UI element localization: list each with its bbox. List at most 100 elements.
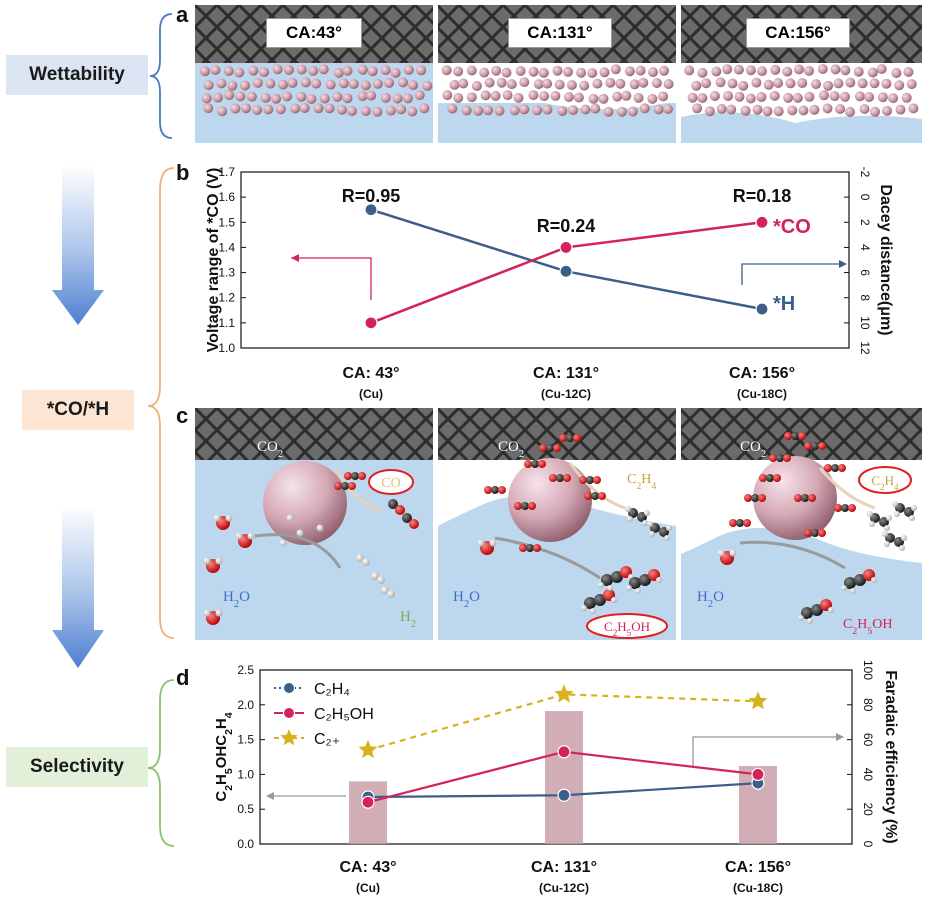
cu-particle bbox=[647, 93, 658, 104]
atom bbox=[279, 539, 287, 547]
atom bbox=[811, 529, 819, 537]
contact-angle-box-1: CA:43° bbox=[266, 18, 362, 48]
atom bbox=[538, 460, 546, 468]
atom bbox=[607, 585, 613, 591]
cu-particle bbox=[663, 104, 673, 114]
cu-particle bbox=[419, 103, 430, 114]
cu-particle bbox=[757, 66, 767, 77]
h-axis-indicator bbox=[741, 263, 839, 285]
atom bbox=[225, 514, 233, 522]
co-series-point bbox=[755, 215, 769, 229]
atom bbox=[854, 574, 866, 586]
cu-particle bbox=[745, 65, 756, 76]
cu-particle bbox=[901, 92, 912, 103]
cu-particle bbox=[282, 91, 292, 102]
cu-particle bbox=[859, 104, 870, 114]
panel-d-letter: d bbox=[176, 665, 190, 690]
cu-particle bbox=[213, 92, 223, 103]
atom bbox=[831, 464, 839, 472]
cu-particle bbox=[348, 79, 359, 89]
atom bbox=[598, 582, 604, 588]
cu-particle bbox=[658, 91, 669, 102]
atom bbox=[559, 434, 567, 442]
y2-tick-label: 2 bbox=[858, 219, 872, 226]
cu-particle bbox=[252, 77, 263, 88]
x-tick-label: CA: 43° bbox=[342, 365, 399, 382]
h-series-point bbox=[559, 264, 573, 278]
panel-b-chart: 1.0 1.1 1.2 1.3 1.4 1.5 1.6 1.7 -2 0 2 4 6 8 10 12 Volta… bbox=[205, 165, 894, 401]
atom bbox=[642, 520, 648, 526]
cu-particle bbox=[687, 92, 698, 103]
cu-particle bbox=[823, 80, 834, 91]
co-h-label: *CO/*H bbox=[22, 390, 134, 430]
cu-particle bbox=[579, 80, 590, 91]
annotation-r3: R=0.18 bbox=[733, 186, 792, 206]
y-axis-label: C2H5OHC2H4 bbox=[213, 712, 235, 801]
atom bbox=[886, 515, 892, 521]
atom bbox=[744, 494, 752, 502]
y-tick-label: 2.5 bbox=[237, 663, 254, 677]
cu-particle bbox=[785, 78, 796, 89]
cu-particle bbox=[360, 106, 371, 116]
atom bbox=[377, 576, 385, 584]
panel-d-chart: 0.0 0.5 1.0 1.5 2.0 2.5 0 20 40 60 80 100 C2H5OHC2H4… bbox=[213, 660, 899, 895]
atom bbox=[635, 588, 641, 594]
atom bbox=[213, 514, 221, 522]
annotation-r2: R=0.24 bbox=[537, 216, 596, 236]
c2plus-series-point bbox=[358, 740, 378, 759]
cu-particle bbox=[392, 93, 403, 104]
y2-tick-label: 10 bbox=[858, 316, 872, 330]
cu-particle bbox=[588, 93, 599, 104]
atom bbox=[869, 521, 875, 527]
y2-axis-label: Faradaic efficiency (%) bbox=[882, 670, 899, 843]
y-tick-label: 1.0 bbox=[237, 767, 254, 781]
cu-particle bbox=[908, 103, 919, 114]
cu-particle bbox=[716, 103, 727, 114]
atom bbox=[804, 529, 812, 537]
atom bbox=[629, 577, 641, 589]
brace-d bbox=[147, 679, 175, 847]
h2o-label-3: H2O bbox=[697, 589, 724, 610]
legend-label: C₂H₅OH bbox=[314, 706, 374, 723]
atom bbox=[871, 577, 877, 583]
atom bbox=[758, 494, 766, 502]
cu-particle bbox=[870, 106, 880, 117]
atom bbox=[581, 605, 587, 611]
cu-particle bbox=[895, 104, 906, 115]
atom bbox=[387, 590, 395, 598]
cu-particle bbox=[745, 93, 756, 104]
cu-particle bbox=[727, 78, 738, 89]
cu-particle bbox=[580, 104, 591, 115]
h2o-label-2: H2O bbox=[453, 589, 480, 610]
cu-particle bbox=[804, 65, 814, 76]
cu-particle bbox=[380, 65, 391, 76]
cu-particle bbox=[633, 92, 644, 103]
cu-particle bbox=[490, 90, 501, 101]
atom bbox=[334, 482, 342, 490]
atom bbox=[528, 502, 536, 510]
atom bbox=[811, 442, 819, 450]
atom bbox=[591, 492, 599, 500]
down-arrow-1 bbox=[52, 165, 104, 325]
atom bbox=[381, 586, 389, 594]
cu-particle bbox=[494, 105, 505, 116]
atom bbox=[850, 588, 856, 594]
contact-angle-box-3: CA:156° bbox=[746, 18, 850, 48]
atom bbox=[649, 531, 655, 537]
cu-particle bbox=[590, 103, 601, 114]
cu-particle bbox=[782, 66, 793, 77]
atom bbox=[818, 529, 826, 537]
atom bbox=[773, 474, 781, 482]
legend-label: C₂H₄ bbox=[314, 681, 350, 698]
cu-particle bbox=[275, 104, 286, 115]
cu-particle bbox=[840, 65, 851, 76]
cu-particle bbox=[447, 103, 458, 114]
atom bbox=[498, 486, 506, 494]
cu-particle bbox=[542, 104, 553, 115]
atom bbox=[884, 541, 890, 547]
cu-particle bbox=[769, 90, 780, 101]
y-tick-label: 1.2 bbox=[218, 291, 235, 305]
cu-particle bbox=[519, 104, 530, 115]
legend-marker bbox=[283, 707, 295, 719]
atom bbox=[811, 604, 823, 616]
